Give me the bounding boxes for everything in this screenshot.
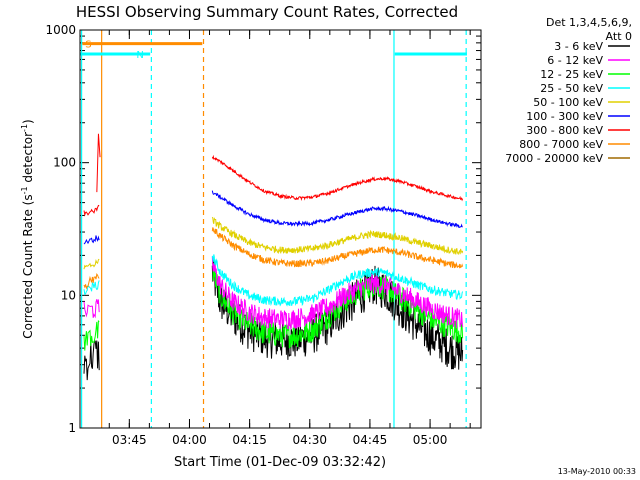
series-pre-4 bbox=[83, 258, 100, 270]
plot-area: 1 10 100 1000 03:45 04:00 04:15 04:30 04:45 05:00… bbox=[45, 23, 481, 447]
legend-header-line1: Det 1,3,4,5,6,9, bbox=[546, 16, 632, 29]
chart-title: HESSI Observing Summary Count Rates, Cor… bbox=[76, 3, 458, 21]
series-line-4 bbox=[211, 216, 464, 256]
legend-label: 7000 - 20000 keV bbox=[505, 152, 603, 165]
y-tick-label: 100 bbox=[53, 156, 76, 170]
series-line-6 bbox=[211, 154, 464, 202]
legend-label: 50 - 100 keV bbox=[533, 96, 603, 109]
series-line-5 bbox=[211, 190, 463, 228]
legend-header-line2: Att 0 bbox=[606, 30, 632, 43]
x-tick-label: 04:15 bbox=[232, 433, 267, 447]
legend-label: 3 - 6 keV bbox=[554, 40, 603, 53]
y-tick-label: 10 bbox=[61, 288, 76, 302]
series-pre-7 bbox=[83, 273, 100, 290]
status-bar-label-s: S bbox=[85, 40, 91, 51]
series-line-1 bbox=[211, 256, 464, 330]
x-tick-label: 03:45 bbox=[112, 433, 147, 447]
legend-label: 100 - 300 keV bbox=[526, 110, 603, 123]
series-line-3 bbox=[211, 254, 464, 307]
plot-frame bbox=[79, 29, 482, 429]
series-pre-3 bbox=[83, 280, 100, 296]
series-pre-0 bbox=[83, 340, 100, 381]
series-pre-6 bbox=[83, 204, 100, 217]
series-pre-5 bbox=[83, 235, 100, 245]
series-line-7 bbox=[211, 227, 464, 269]
x-tick-label: 05:00 bbox=[413, 433, 448, 447]
x-tick-label: 04:30 bbox=[292, 433, 327, 447]
legend-label: 300 - 800 keV bbox=[526, 124, 603, 137]
legend-label: 12 - 25 keV bbox=[540, 68, 603, 81]
series-pre-2 bbox=[83, 320, 100, 351]
y-tick-label: 1000 bbox=[45, 23, 76, 37]
y-axis-label: Corrected Count Rate (s-1 detector-1) bbox=[20, 119, 35, 338]
series-pre-1 bbox=[83, 299, 100, 319]
x-tick-label: 04:45 bbox=[353, 433, 388, 447]
legend-label: 25 - 50 keV bbox=[540, 82, 603, 95]
legend-label: 800 - 7000 keV bbox=[519, 138, 603, 151]
legend-label: 6 - 12 keV bbox=[547, 54, 603, 67]
x-axis-label: Start Time (01-Dec-09 03:32:42) bbox=[174, 455, 386, 470]
status-bar-label-n: N bbox=[136, 50, 143, 61]
footer-date: 13-May-2010 00:33 bbox=[558, 467, 636, 476]
y-tick-label: 1 bbox=[68, 421, 76, 435]
x-tick-label: 04:00 bbox=[172, 433, 207, 447]
early-spike bbox=[96, 133, 101, 193]
